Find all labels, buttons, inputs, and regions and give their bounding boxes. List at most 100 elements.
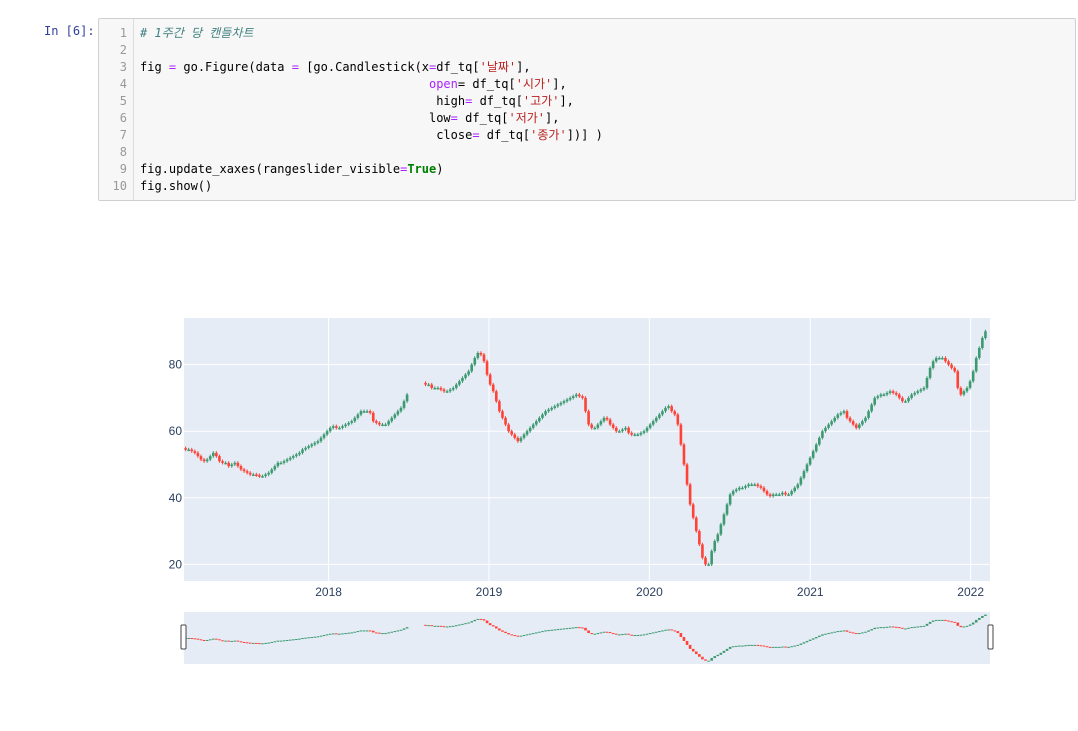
rangeslider-candle — [894, 626, 898, 628]
rangeslider-candle — [981, 615, 984, 618]
rangeslider-candle — [208, 639, 212, 641]
code-token: True — [407, 162, 437, 176]
rangeslider-candle — [854, 633, 858, 635]
candle-increasing — [399, 407, 403, 412]
candle-decreasing — [953, 367, 956, 372]
candle-decreasing — [676, 414, 680, 425]
rangeslider-candle — [602, 631, 606, 633]
candle-decreasing — [516, 437, 520, 442]
rangeslider-candle — [559, 628, 563, 630]
rangeslider-candle — [922, 625, 926, 627]
rangeslider-candle — [858, 633, 861, 635]
code-token: ], — [516, 60, 531, 74]
code-line: fig.show() — [140, 178, 212, 195]
candle-increasing — [282, 461, 286, 463]
rangeslider-candle — [504, 631, 507, 634]
rangeslider-candle — [568, 627, 572, 629]
candle-decreasing — [513, 434, 517, 438]
candle-increasing — [818, 437, 821, 445]
rangeslider-candle — [455, 625, 458, 627]
rangeslider-right-handle[interactable] — [987, 624, 994, 650]
rangeslider-candle — [833, 631, 837, 633]
line-number: 3 — [119, 60, 127, 74]
code-line: high= df_tq['고가'], — [140, 93, 574, 110]
code-token: ])] ) — [566, 128, 603, 142]
rangeslider-candle — [845, 630, 849, 632]
rangeslider-candle — [255, 642, 258, 644]
candle-increasing — [741, 487, 744, 490]
rangeslider-candle — [768, 646, 772, 648]
rangeslider-candle — [464, 623, 467, 625]
candle-increasing — [538, 417, 541, 422]
rangeslider-candle — [941, 619, 944, 621]
candle-increasing — [738, 487, 741, 490]
candle-increasing — [861, 421, 864, 425]
candle-increasing — [664, 407, 667, 412]
candle-decreasing — [784, 492, 787, 495]
rangeslider-candle — [498, 628, 501, 631]
rangeslider-candle — [538, 631, 541, 633]
candle-increasing — [774, 494, 778, 496]
rangeslider-candle — [544, 630, 547, 632]
rangeslider-candle — [919, 626, 923, 628]
rangeslider-left-handle[interactable] — [180, 624, 187, 650]
candle-decreasing — [673, 411, 677, 415]
candle-decreasing — [762, 487, 766, 492]
candle-decreasing — [901, 397, 904, 402]
rangeslider-candle — [270, 641, 274, 643]
rangeslider-candle — [187, 638, 190, 639]
line-number: 5 — [119, 94, 127, 108]
candle-decreasing — [685, 464, 689, 485]
rangeslider-candle — [984, 614, 987, 616]
candle-increasing — [365, 411, 369, 413]
candle-decreasing — [944, 357, 947, 362]
rangeslider-candle — [541, 631, 544, 633]
rangeslider-candle — [679, 633, 683, 638]
candle-increasing — [574, 394, 578, 397]
rangeslider-candle — [965, 625, 969, 627]
candle-increasing — [322, 434, 326, 438]
rangeslider-candle — [264, 642, 267, 644]
code-line: # 1주간 당 캔들차트 — [140, 25, 253, 42]
candle-increasing — [904, 401, 907, 403]
rangeslider-candle — [347, 632, 350, 634]
candle-increasing — [467, 371, 470, 375]
candle-increasing — [544, 411, 547, 415]
candle-increasing — [974, 357, 978, 372]
candle-increasing — [541, 414, 544, 418]
rangeslider-candle — [701, 656, 704, 660]
candle-decreasing — [378, 422, 381, 425]
candle-increasing — [427, 384, 430, 387]
candle-increasing — [233, 462, 237, 465]
code-token: = — [168, 60, 177, 74]
candle-increasing — [842, 411, 846, 413]
candle-increasing — [208, 456, 212, 460]
rangeslider-candle — [864, 631, 867, 633]
candle-decreasing — [614, 427, 618, 432]
code-token: = — [465, 94, 473, 108]
code-cell[interactable]: 1 2 3 4 5 6 7 8 9 10 # 1주간 당 캔들차트 fig = go.Figure(… — [98, 18, 1076, 201]
x-tick-label: 2018 — [315, 585, 342, 599]
candle-increasing — [750, 484, 753, 486]
candle-decreasing — [691, 504, 695, 518]
rangeslider-candle — [873, 627, 876, 630]
plot-area[interactable] — [184, 318, 990, 581]
line-number: 7 — [119, 128, 127, 142]
rangeslider-candle — [882, 627, 886, 629]
candle-decreasing — [894, 392, 898, 395]
rangeslider-candle — [608, 632, 612, 634]
rangeslider-candle — [765, 646, 769, 648]
rangeslider-candle — [430, 625, 434, 627]
candle-increasing — [295, 454, 298, 457]
rangeslider-candle — [458, 624, 461, 626]
candle-increasing — [639, 432, 643, 435]
candle-increasing — [839, 412, 843, 415]
code-token: fig.update_xaxes(rangeslider_visible — [140, 162, 401, 176]
candle-decreasing — [199, 456, 203, 460]
rangeslider-candle — [574, 627, 578, 629]
rangeslider[interactable] — [184, 612, 990, 664]
code-token: = — [472, 128, 480, 142]
rangeslider-candle — [599, 632, 603, 634]
candle-increasing — [464, 374, 467, 378]
